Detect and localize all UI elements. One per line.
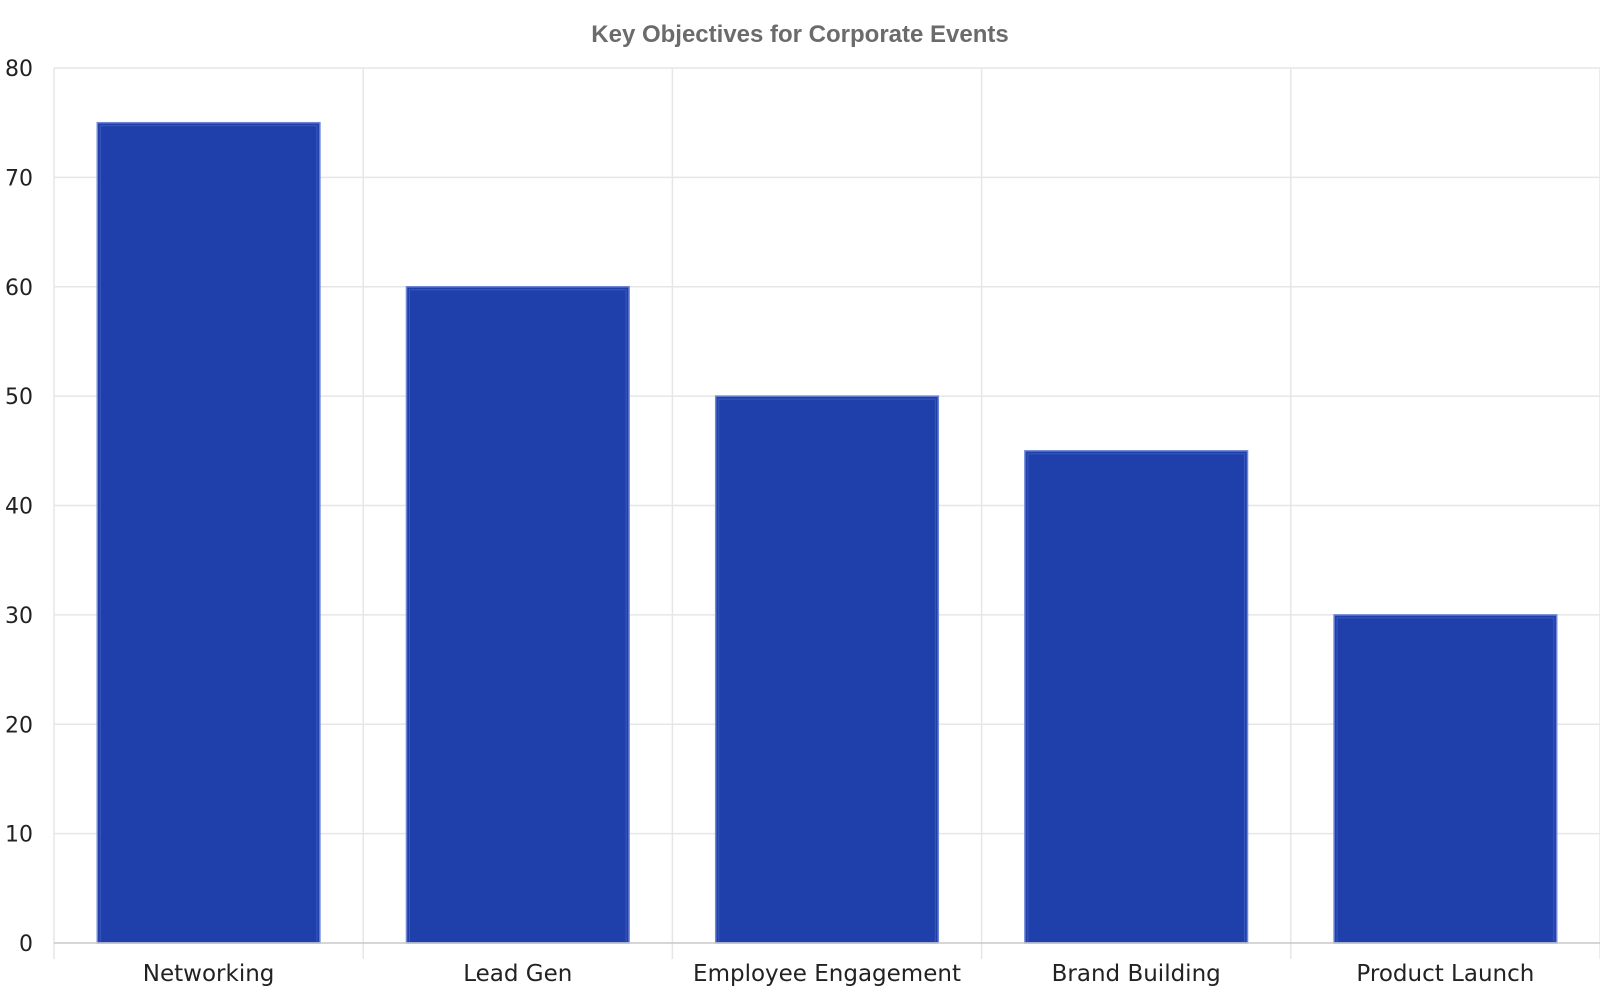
y-tick-label: 0 — [19, 932, 33, 957]
bar[interactable] — [1333, 614, 1558, 944]
x-tick-label: Lead Gen — [463, 961, 572, 987]
bar[interactable] — [96, 121, 321, 944]
y-tick-label: 30 — [5, 604, 33, 629]
chart-title: Key Objectives for Corporate Events — [591, 21, 1008, 48]
bar[interactable] — [405, 286, 630, 944]
y-tick-label: 40 — [5, 495, 33, 520]
y-tick-label: 80 — [5, 57, 33, 82]
y-tick-label: 10 — [5, 823, 33, 848]
bar[interactable] — [1024, 450, 1249, 944]
axes: 0 10 20 30 40 50 60 70 80 Networking Lead Gen Emplo… — [5, 57, 1600, 987]
y-tick-label: 60 — [5, 276, 33, 301]
y-tick-label: 20 — [5, 713, 33, 738]
bars — [96, 121, 1558, 944]
x-tick-label: Product Launch — [1356, 961, 1534, 987]
x-tick-label: Brand Building — [1052, 961, 1221, 987]
x-tick-label: Networking — [143, 961, 275, 987]
y-tick-label: 70 — [5, 166, 33, 191]
y-tick-label: 50 — [5, 385, 33, 410]
bar[interactable] — [714, 395, 940, 944]
x-tick-label: Employee Engagement — [693, 961, 961, 987]
